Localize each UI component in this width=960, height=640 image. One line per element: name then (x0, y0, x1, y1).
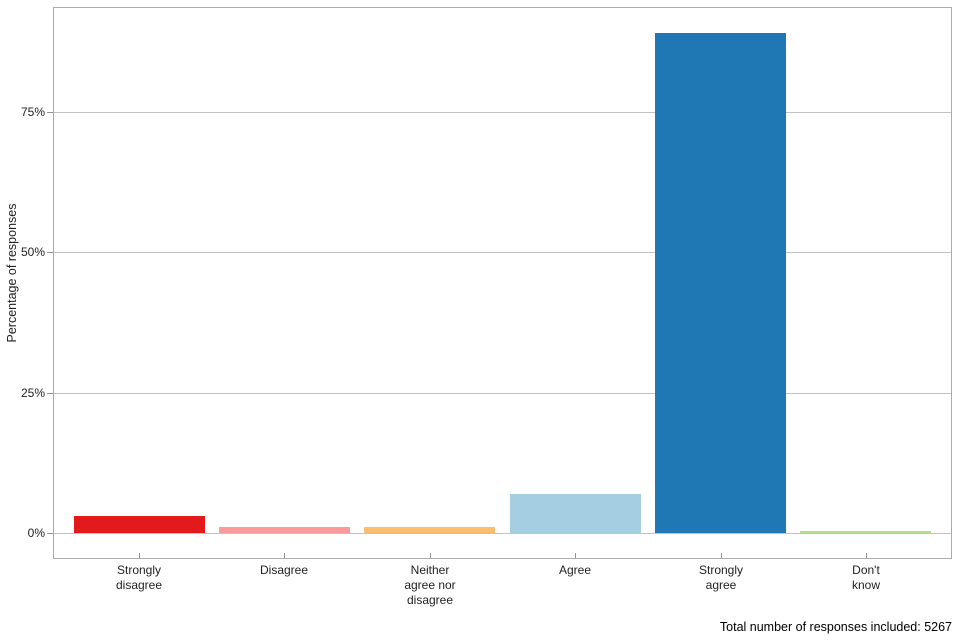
x-tick-label-neither-agree-nor-disagree: Neither agree nor disagree (404, 563, 456, 607)
bar-disagree (219, 527, 350, 533)
gridline-0 (54, 533, 951, 534)
x-tick-label-disagree: Disagree (259, 563, 309, 577)
x-tick-label-strongly-agree: Strongly agree (698, 563, 744, 592)
y-axis-tick-75 (47, 112, 53, 113)
gridline-50 (54, 252, 951, 253)
gridline-75 (54, 112, 951, 113)
y-axis-tick-25 (47, 393, 53, 394)
y-tick-label-75: 75% (20, 105, 45, 119)
y-axis-title: Percentage of responses (5, 203, 19, 343)
bar-strongly-disagree (74, 516, 205, 533)
bar-strongly-agree (655, 33, 786, 533)
x-axis-tick-strongly-agree (721, 553, 722, 558)
bar-neither-agree-nor-disagree (364, 527, 495, 533)
y-tick-label-25: 25% (20, 386, 45, 400)
x-axis-tick-disagree (284, 553, 285, 558)
y-tick-label-0: 0% (27, 526, 45, 540)
x-tick-label-agree: Agree (558, 563, 592, 577)
chart-caption: Total number of responses included: 5267 (719, 620, 952, 634)
x-axis-tick-neither-agree-nor-disagree (430, 553, 431, 558)
y-tick-label-50: 50% (20, 245, 45, 259)
y-axis-tick-0 (47, 533, 53, 534)
plot-panel (53, 7, 952, 559)
x-tick-label-strongly-disagree: Strongly disagree (115, 563, 163, 592)
x-axis-tick-don-t-know (866, 553, 867, 558)
x-tick-label-don-t-know: Don't know (851, 563, 880, 592)
gridline-25 (54, 393, 951, 394)
bar-agree (510, 494, 641, 533)
x-axis-tick-strongly-disagree (139, 553, 140, 558)
x-axis-tick-agree (575, 553, 576, 558)
y-axis-tick-50 (47, 252, 53, 253)
bar-don-t-know (800, 531, 931, 533)
